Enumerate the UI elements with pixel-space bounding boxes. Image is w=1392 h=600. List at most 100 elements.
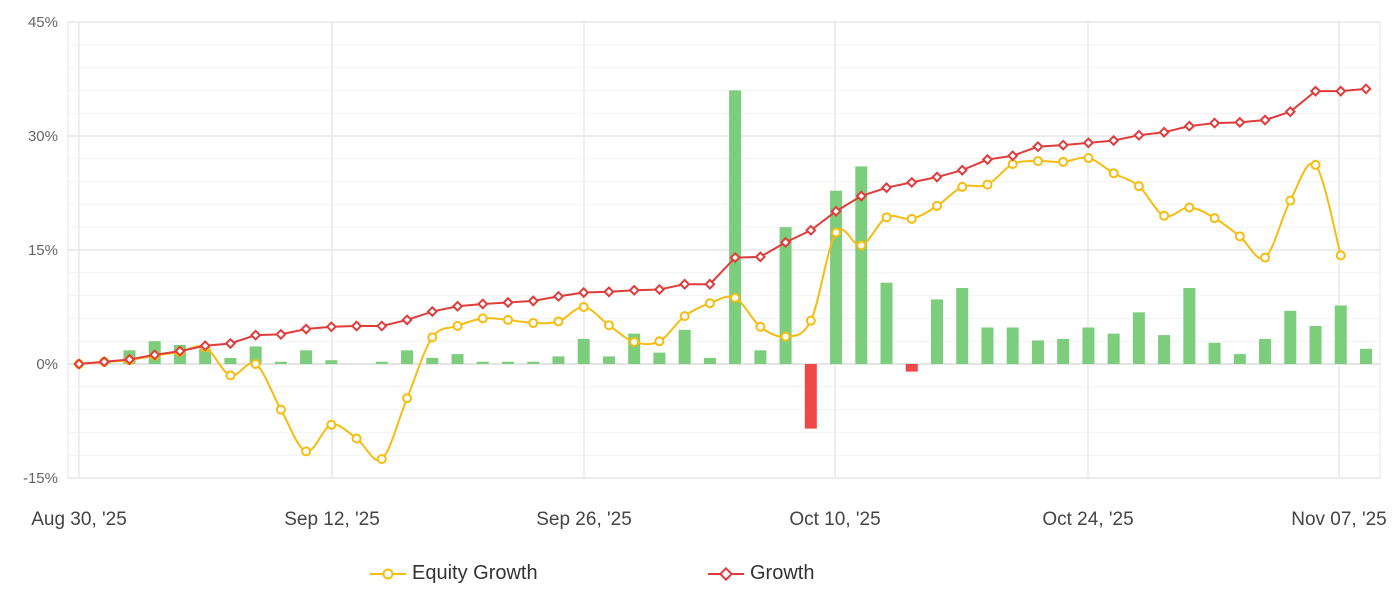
bar-positive bbox=[931, 299, 943, 364]
growth-point bbox=[931, 171, 943, 183]
equity-growth-point bbox=[326, 419, 337, 430]
equity-growth-line bbox=[78, 156, 1342, 462]
growth-point bbox=[981, 153, 994, 166]
bar-positive bbox=[956, 288, 969, 364]
equity-growth-point bbox=[982, 179, 993, 190]
equity-growth-point bbox=[957, 181, 968, 192]
equity-growth-point bbox=[603, 320, 614, 331]
growth-point bbox=[477, 298, 489, 310]
equity-growth-point bbox=[730, 292, 741, 303]
bar-positive bbox=[401, 350, 414, 364]
growth-point bbox=[224, 337, 237, 350]
equity-growth-point bbox=[704, 298, 715, 309]
growth-point bbox=[451, 300, 464, 312]
equity-growth-point bbox=[1083, 153, 1094, 164]
equity-growth-point bbox=[856, 240, 867, 251]
growth-point bbox=[1284, 106, 1296, 118]
growth-point bbox=[426, 305, 438, 318]
bar-positive bbox=[426, 357, 439, 364]
bar-positive bbox=[729, 90, 742, 365]
equity-growth-point bbox=[1133, 181, 1144, 192]
bar-positive bbox=[981, 327, 994, 364]
y-tick-label: 30% bbox=[28, 128, 58, 145]
bar-negative bbox=[804, 364, 817, 429]
bar-positive bbox=[375, 361, 388, 364]
growth-point bbox=[754, 251, 767, 263]
bar-positive bbox=[855, 166, 868, 364]
x-tick-label: Nov 07, '25 bbox=[1291, 509, 1387, 530]
bar-positive bbox=[1284, 310, 1297, 364]
growth-point bbox=[199, 340, 211, 352]
growth-point bbox=[1007, 150, 1019, 162]
bar-positive bbox=[754, 350, 767, 364]
growth-point bbox=[704, 278, 716, 290]
bar-positive bbox=[1183, 288, 1196, 364]
bar-positive bbox=[653, 352, 666, 364]
legend-item-growth[interactable]: Growth bbox=[708, 562, 814, 585]
x-tick-label: Sep 12, '25 bbox=[284, 509, 380, 530]
equity-growth-point bbox=[301, 446, 312, 457]
legend-item-equity-growth[interactable]: Equity Growth bbox=[370, 562, 538, 585]
equity-growth-point bbox=[755, 321, 766, 332]
growth-point bbox=[249, 329, 262, 341]
x-tick-label: Aug 30, '25 bbox=[31, 509, 127, 530]
growth-point bbox=[653, 283, 666, 296]
bar-positive bbox=[880, 282, 893, 364]
growth-point bbox=[527, 295, 539, 307]
bar-positive bbox=[1132, 312, 1145, 364]
growth-point bbox=[149, 349, 161, 361]
bar-positive bbox=[1006, 327, 1019, 364]
equity-growth-point bbox=[831, 227, 842, 238]
growth-legend-label: Growth bbox=[750, 562, 815, 584]
bar-positive bbox=[779, 227, 792, 364]
growth-point bbox=[1335, 85, 1347, 97]
bar-positive bbox=[552, 356, 565, 364]
growth-point bbox=[603, 286, 615, 298]
growth-point bbox=[628, 284, 640, 296]
equity-growth-point bbox=[351, 433, 362, 444]
growth-point bbox=[1208, 117, 1221, 129]
growth-point bbox=[350, 320, 363, 332]
x-tick-label: Sep 26, '25 bbox=[536, 509, 632, 530]
equity-growth-point bbox=[225, 370, 236, 381]
bar-positive bbox=[577, 338, 590, 364]
growth-point bbox=[1360, 83, 1372, 95]
equity-growth-point bbox=[477, 313, 488, 324]
growth-point bbox=[174, 345, 186, 357]
y-tick-label: 0% bbox=[36, 356, 58, 373]
equity-growth-point bbox=[553, 316, 564, 327]
equity-growth-point bbox=[1234, 231, 1245, 242]
bar-positive bbox=[678, 329, 691, 364]
bar-positive bbox=[249, 346, 262, 364]
equity-growth-point bbox=[1260, 252, 1271, 263]
equity-growth-point bbox=[376, 454, 387, 464]
growth-point bbox=[830, 205, 842, 217]
equity-growth-point bbox=[932, 200, 942, 211]
bar-positive bbox=[1259, 338, 1272, 364]
equity-growth-point bbox=[679, 311, 690, 322]
growth-point bbox=[1032, 140, 1044, 153]
y-tick-label: 45% bbox=[28, 14, 58, 31]
equity-growth-point bbox=[1310, 159, 1321, 170]
growth-point bbox=[578, 286, 590, 299]
equity-growth-point bbox=[503, 314, 513, 325]
bar-negative bbox=[905, 364, 918, 372]
growth-point bbox=[300, 323, 312, 335]
legend: Equity Growth Growth bbox=[0, 562, 1392, 592]
growth-point bbox=[729, 251, 741, 264]
growth-point bbox=[275, 328, 287, 341]
equity-growth-point bbox=[1032, 156, 1043, 167]
bar-positive bbox=[703, 357, 716, 364]
bar-positive bbox=[1360, 348, 1372, 364]
growth-point bbox=[1057, 139, 1069, 151]
bar-positive bbox=[602, 356, 615, 364]
bar-positive bbox=[1057, 338, 1070, 364]
growth-point bbox=[123, 353, 136, 366]
equity-growth-point bbox=[452, 321, 463, 331]
bar-positive bbox=[224, 357, 237, 364]
x-tick-label: Oct 24, '25 bbox=[1042, 509, 1133, 530]
equity-growth-point bbox=[275, 404, 286, 415]
equity-growth-legend-icon bbox=[370, 568, 406, 579]
growth-point bbox=[1082, 137, 1095, 149]
bar-positive bbox=[527, 361, 540, 364]
